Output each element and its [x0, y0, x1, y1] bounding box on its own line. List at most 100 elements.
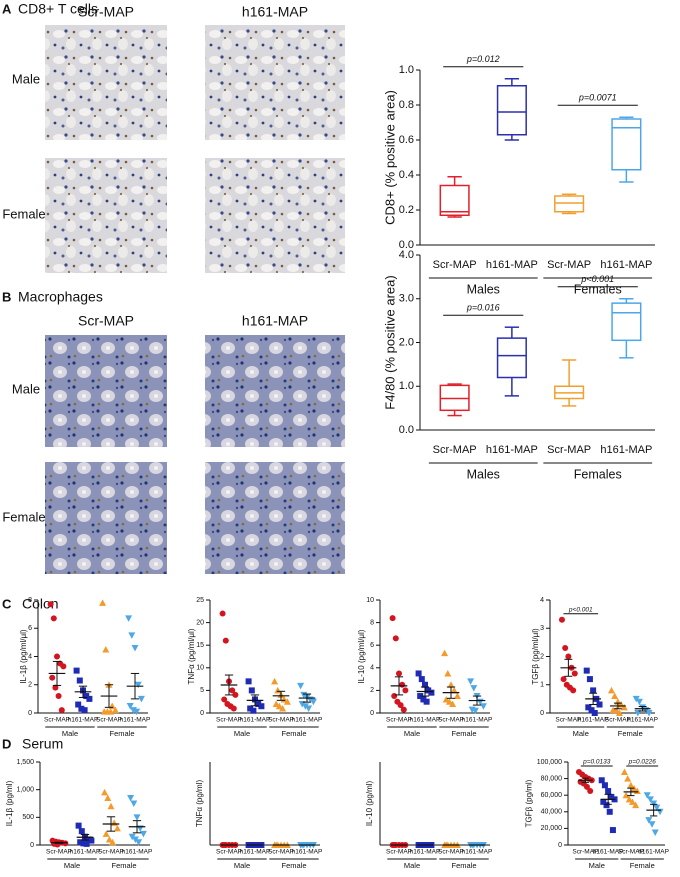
dot [628, 798, 636, 805]
dot [598, 777, 605, 784]
x-tick-label: h161-MAP [240, 717, 271, 724]
dot [102, 830, 110, 837]
dot [646, 796, 654, 803]
dot [105, 835, 113, 843]
dot [47, 601, 54, 608]
dot [402, 687, 409, 694]
x-tick-label: Scr-MAP [555, 717, 581, 724]
dot [560, 676, 567, 683]
dot [632, 801, 640, 809]
group-label: Males [467, 467, 500, 481]
dot [113, 824, 121, 832]
dot [109, 838, 117, 846]
y-tick-label: 500 [22, 814, 34, 821]
dot [392, 635, 399, 642]
dot [447, 681, 455, 688]
dot [301, 703, 309, 710]
y-tick-label: 8 [28, 597, 32, 604]
y-tick-label: 20 [196, 619, 204, 626]
dot [75, 701, 82, 708]
dot [134, 681, 142, 689]
y-tick-label: 4 [370, 665, 374, 672]
x-tick-label: Scr-MAP [268, 717, 294, 724]
x-tick-label: h161-MAP [462, 717, 493, 724]
dot [591, 710, 598, 716]
dot [391, 693, 398, 700]
dot [607, 686, 615, 694]
group-label: Female [111, 861, 136, 870]
panel-title: CD8+ T cells [18, 1, 98, 17]
y-tick-label: 15 [196, 642, 204, 649]
dot [648, 821, 656, 828]
dot [78, 828, 85, 835]
x-tick-label: Scr-MAP [433, 444, 477, 456]
y-tick-label: 0 [558, 842, 562, 849]
dot [603, 802, 610, 809]
dot [651, 829, 659, 837]
dot [130, 800, 138, 807]
dot [422, 681, 428, 688]
dot [230, 705, 237, 712]
dot [615, 709, 623, 716]
dot [83, 840, 90, 847]
y-tick-label: 0 [28, 710, 32, 717]
micrograph [45, 462, 167, 574]
y-tick-label: 0.8 [399, 99, 414, 111]
dot [605, 788, 612, 795]
x-tick-label: h161-MAP [120, 717, 151, 724]
dot [645, 817, 653, 824]
dot [229, 687, 236, 694]
dot [99, 599, 107, 606]
dot [232, 691, 239, 698]
dot [86, 695, 93, 702]
x-tick-label: Scr-MAP [433, 259, 477, 271]
y-tick-label: 2 [540, 653, 544, 660]
dot [75, 822, 82, 829]
x-tick-label: h161-MAP [68, 717, 99, 724]
y-tick-label: 0.2 [399, 204, 414, 216]
dot [467, 678, 475, 685]
box [611, 118, 642, 171]
x-tick-label: h161-MAP [292, 849, 323, 856]
panel-letter: C [2, 596, 12, 611]
micrograph [45, 335, 167, 447]
panel-title: Colon [22, 596, 59, 612]
group-label: Female [630, 861, 655, 870]
dot [255, 700, 262, 707]
y-tick-label: 1 [540, 682, 544, 689]
dot [444, 669, 452, 677]
dot [248, 687, 255, 694]
column-label: h161-MAP [242, 4, 308, 20]
y-tick-label: 25 [196, 597, 204, 604]
dot [634, 710, 642, 717]
panel-letter: A [2, 1, 12, 16]
dot [620, 703, 628, 711]
y-axis-label: TGFβ (pg/ml) [525, 779, 534, 827]
dot [101, 788, 109, 796]
x-tick-label: Scr-MAP [386, 717, 412, 724]
micrographs [45, 25, 345, 574]
group-label: Male [589, 861, 605, 870]
dot [131, 645, 139, 652]
y-tick-label: 0 [30, 842, 34, 849]
dot [107, 708, 115, 715]
dot [425, 687, 432, 694]
y-axis-label: IL-10 (pg/ml) [365, 780, 374, 826]
dot [428, 689, 435, 696]
p-value: p=0.012 [466, 54, 500, 64]
dot [585, 704, 592, 711]
micrograph [205, 25, 345, 140]
p-value: p<0.001 [568, 606, 593, 613]
dot [76, 677, 83, 684]
x-tick-label: h161-MAP [462, 849, 493, 856]
dot [471, 707, 479, 715]
micrograph [45, 158, 167, 273]
dot [586, 676, 593, 683]
x-tick-label: h161-MAP [600, 259, 652, 271]
x-tick-label: h161-MAP [240, 849, 271, 856]
y-tick-label: 2 [370, 687, 374, 694]
dot [420, 696, 427, 703]
p-value: p=0.0226 [628, 759, 657, 766]
group-label: Females [574, 467, 622, 481]
panel-letter: D [2, 736, 11, 751]
